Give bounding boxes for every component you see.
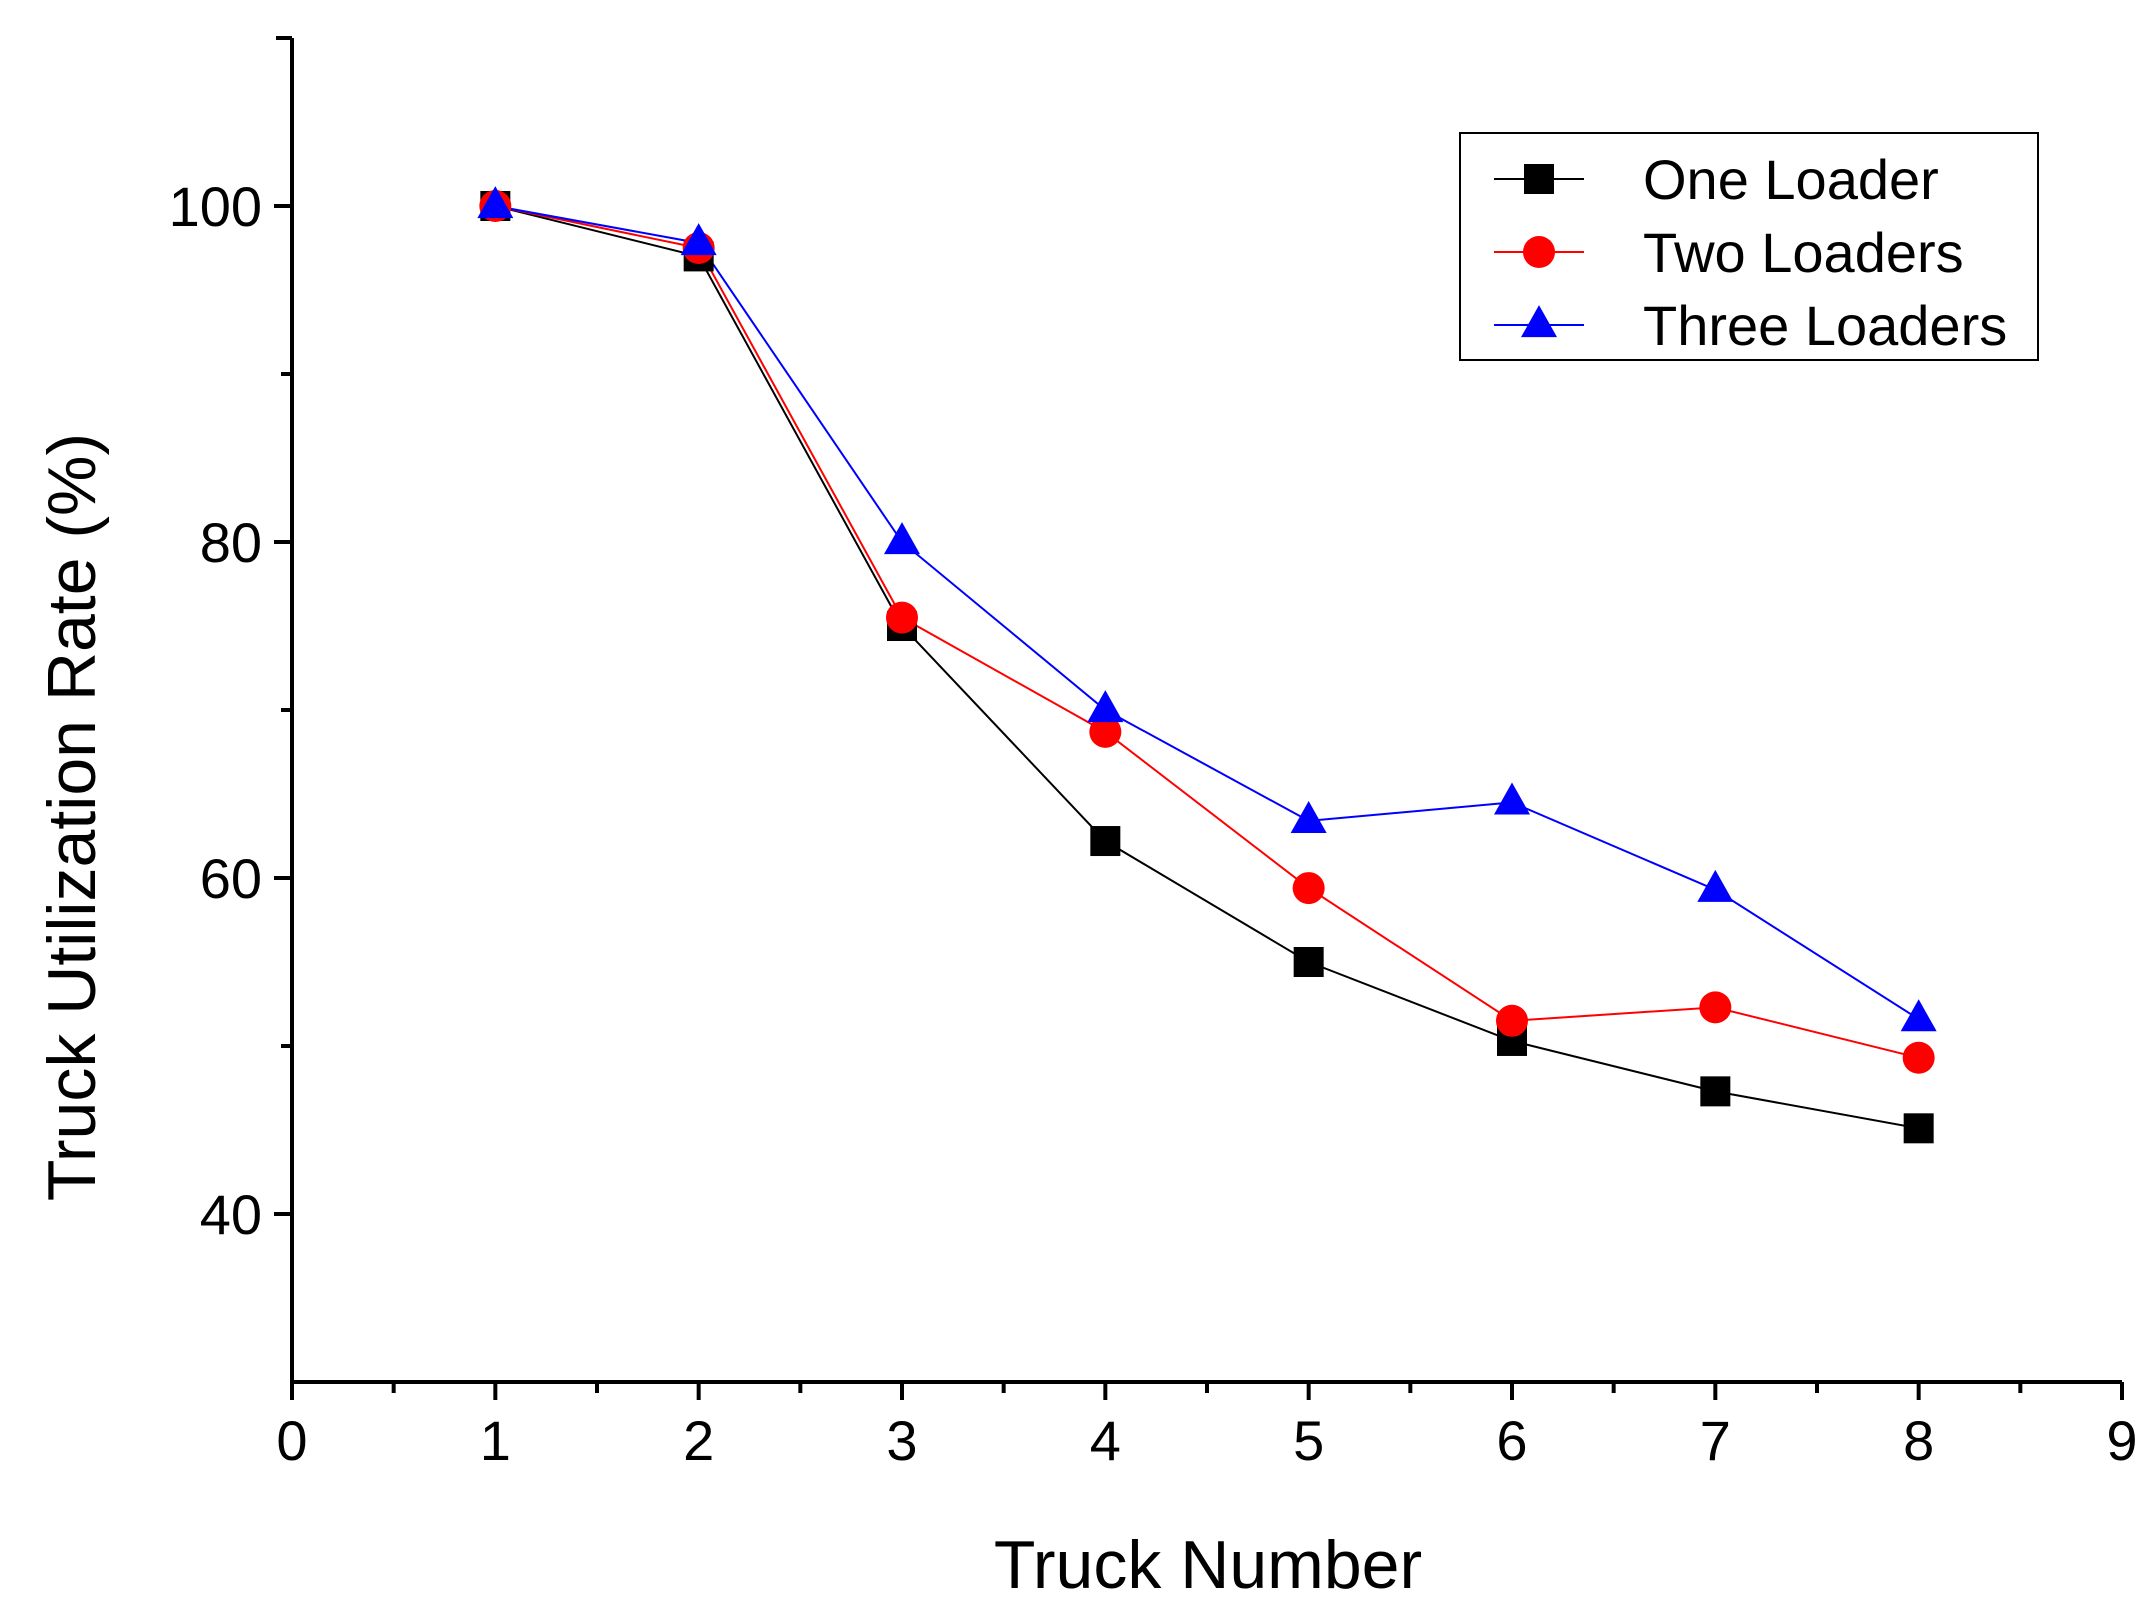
legend-marker-two-loaders: [1523, 236, 1555, 268]
data-point-one-loader: [1293, 947, 1324, 977]
series-line-one-loader: [495, 205, 1919, 1130]
legend-label-two-loaders: Two Loaders: [1643, 221, 1964, 284]
x-tick-label: 0: [276, 1409, 307, 1472]
series-markers: [477, 186, 1937, 1144]
data-point-three-loaders: [1697, 869, 1734, 902]
series-line-three-loaders: [495, 205, 1920, 1020]
y-axis-title: Truck Utilization Rate (%): [34, 433, 110, 1201]
legend-label-three-loaders: Three Loaders: [1643, 294, 2007, 357]
series-lines: [495, 205, 1920, 1130]
y-tick-label: 80: [200, 511, 262, 574]
data-point-two-loaders: [1699, 991, 1732, 1024]
axes: 0 1 2 3 4 5 6 7 8 9 40 60 80 100: [169, 36, 2138, 1472]
data-point-one-loader: [1903, 1113, 1934, 1144]
x-tick-label: 9: [2106, 1409, 2137, 1472]
x-tick-label: 8: [1903, 1409, 1934, 1472]
data-point-three-loaders: [1087, 690, 1124, 723]
x-tick-label: 2: [683, 1409, 714, 1472]
data-point-three-loaders: [1290, 801, 1327, 834]
x-tick-label: 4: [1090, 1409, 1121, 1472]
data-point-three-loaders: [1494, 782, 1530, 815]
x-axis-title: Truck Number: [994, 1527, 1422, 1603]
legend-marker-three-loaders: [1521, 305, 1557, 338]
y-tick-label: 100: [169, 175, 262, 238]
series-line-two-loaders: [495, 205, 1919, 1059]
data-point-three-loaders: [884, 522, 920, 555]
data-point-two-loaders: [1902, 1041, 1935, 1074]
data-point-three-loaders: [1900, 999, 1937, 1032]
legend-label-one-loader: One Loader: [1643, 148, 1939, 211]
data-point-three-loaders: [680, 223, 717, 256]
x-tick-label: 5: [1293, 1409, 1324, 1472]
legend-box: [1459, 132, 2039, 361]
data-point-two-loaders: [1496, 1004, 1528, 1037]
y-tick-label: 40: [200, 1183, 262, 1246]
data-point-one-loader: [1700, 1076, 1731, 1107]
legend-marker-one-loader: [1524, 164, 1554, 194]
data-point-two-loaders: [1292, 872, 1325, 905]
data-point-two-loaders: [1089, 715, 1122, 748]
y-tick-label: 60: [200, 847, 262, 910]
x-tick-label: 6: [1496, 1409, 1527, 1472]
data-point-three-loaders: [477, 186, 514, 219]
data-point-two-loaders: [886, 601, 918, 634]
x-tick-label: 3: [886, 1409, 917, 1472]
x-tick-label: 1: [480, 1409, 511, 1472]
legend: One Loader Two Loaders Three Loaders: [1459, 132, 2039, 361]
x-tick-label: 7: [1700, 1409, 1731, 1472]
data-point-one-loader: [1090, 826, 1121, 857]
